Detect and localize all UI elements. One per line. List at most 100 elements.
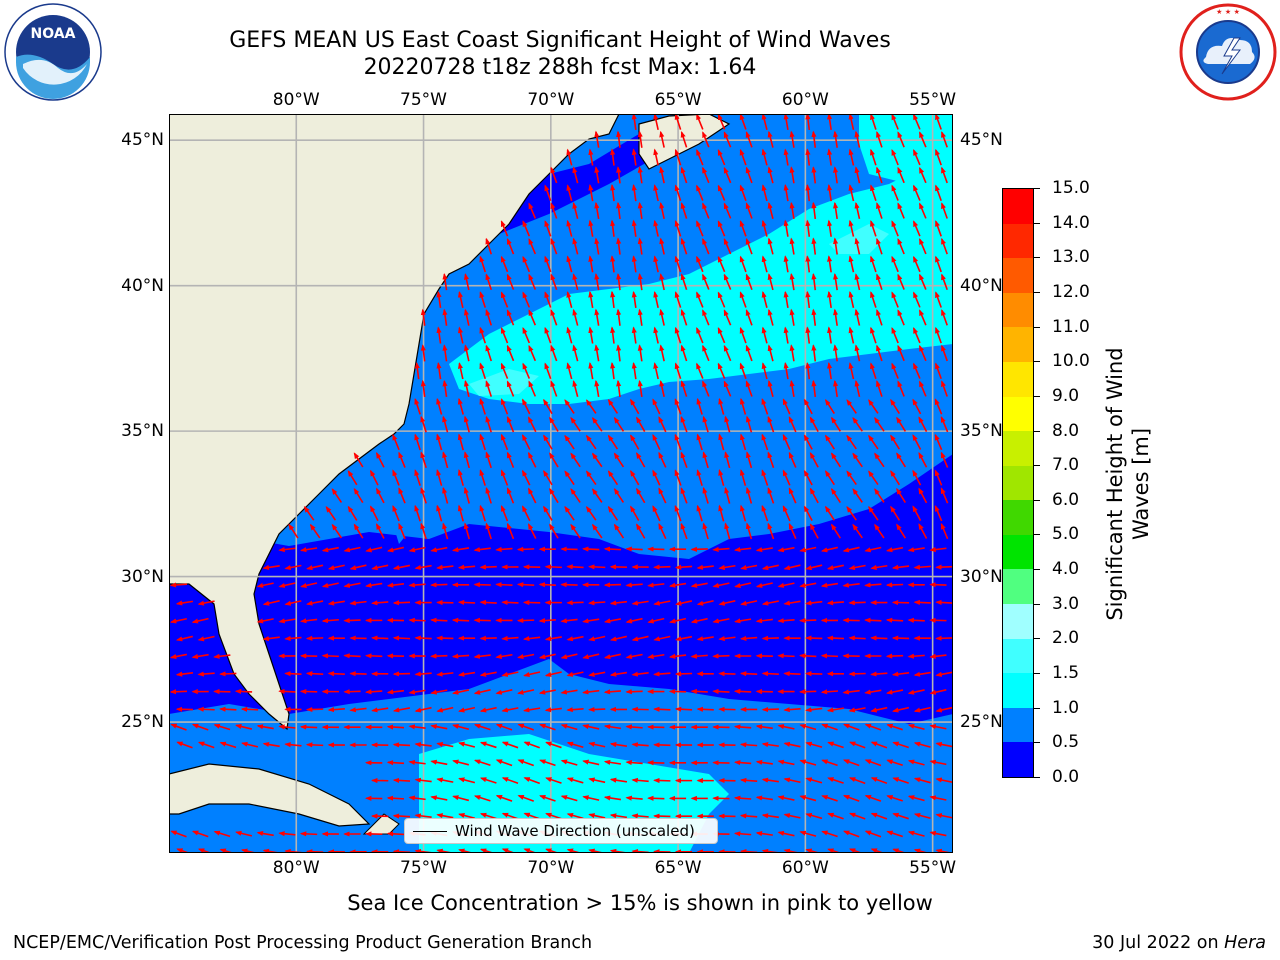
wind-wave-arrow <box>789 166 795 184</box>
wind-wave-arrow <box>591 523 603 539</box>
wind-wave-arrow <box>436 469 443 486</box>
wind-wave-arrow <box>696 149 704 166</box>
wind-wave-arrow <box>430 617 448 623</box>
wind-wave-arrow <box>852 416 863 432</box>
wind-wave-arrow <box>582 653 600 660</box>
wind-wave-arrow <box>848 184 855 202</box>
wind-wave-arrow <box>767 273 774 291</box>
wind-wave-arrow <box>365 689 383 695</box>
wind-wave-arrow <box>668 582 687 588</box>
wind-wave-arrow <box>414 361 420 380</box>
wind-wave-arrow <box>935 114 942 130</box>
colorbar-tick-mark <box>1034 188 1040 189</box>
wind-wave-arrow <box>256 724 274 730</box>
wind-wave-arrow <box>560 689 578 695</box>
wind-wave-arrow <box>528 380 537 397</box>
wind-wave-arrow <box>451 617 470 623</box>
wind-wave-arrow <box>386 795 405 801</box>
wind-wave-arrow <box>560 618 578 624</box>
wind-wave-arrow <box>375 487 385 504</box>
wind-wave-arrow <box>603 653 621 660</box>
wind-wave-arrow <box>935 362 942 380</box>
wind-wave-arrow <box>175 671 194 677</box>
wind-wave-arrow <box>696 600 714 606</box>
colorbar-segment <box>1003 499 1033 535</box>
wind-wave-arrow <box>219 741 237 749</box>
wind-wave-arrow <box>191 617 209 624</box>
wind-wave-arrow <box>907 653 925 659</box>
wind-wave-arrow <box>300 582 318 588</box>
wind-wave-arrow <box>560 653 578 660</box>
wind-wave-arrow <box>582 724 600 730</box>
wind-wave-arrow <box>907 617 925 623</box>
wind-wave-arrow <box>631 114 637 131</box>
wind-wave-arrow <box>452 795 470 802</box>
wind-wave-arrow <box>761 742 779 748</box>
wind-wave-arrow <box>197 635 215 642</box>
legend-line-icon <box>413 831 447 832</box>
wind-wave-arrow <box>392 564 411 571</box>
wind-wave-arrow <box>594 166 600 184</box>
colorbar <box>1002 188 1034 778</box>
lat-tick-label-left: 35°N <box>121 421 164 442</box>
wind-wave-arrow <box>637 166 643 184</box>
wind-wave-arrow <box>436 564 454 570</box>
wind-wave-arrow <box>929 795 947 801</box>
wind-wave-arrow <box>495 546 513 552</box>
wind-wave-arrow <box>191 723 209 731</box>
wind-wave-arrow <box>485 522 492 540</box>
wind-wave-arrow <box>674 564 693 570</box>
wind-wave-arrow <box>528 202 537 219</box>
land-cuba <box>169 763 371 827</box>
wind-wave-arrow <box>935 326 942 344</box>
wind-wave-arrow <box>848 362 855 380</box>
wind-wave-arrow <box>805 183 811 202</box>
wind-wave-arrow <box>616 166 622 184</box>
wind-wave-arrow <box>349 564 367 571</box>
wind-wave-arrow <box>696 433 703 451</box>
wind-wave-arrow <box>527 416 537 433</box>
wind-wave-arrow <box>929 759 947 766</box>
wind-wave-arrow <box>365 653 383 659</box>
wind-wave-arrow <box>789 237 795 255</box>
wind-wave-arrow <box>549 487 559 504</box>
wind-wave-arrow <box>833 273 839 291</box>
wind-wave-arrow <box>848 219 855 237</box>
wind-wave-arrow <box>712 546 730 552</box>
wind-wave-arrow <box>739 469 747 486</box>
wind-wave-arrow <box>636 416 646 432</box>
wind-wave-arrow <box>652 505 661 522</box>
wind-wave-arrow <box>305 742 324 748</box>
wind-wave-arrow <box>827 777 844 784</box>
wind-wave-arrow <box>846 470 857 486</box>
wind-wave-arrow <box>891 291 899 308</box>
wind-wave-arrow <box>789 379 795 398</box>
wind-wave-arrow <box>545 741 562 749</box>
wind-wave-arrow <box>566 741 584 748</box>
wind-wave-arrow <box>458 777 476 784</box>
wind-wave-arrow <box>625 617 643 624</box>
wind-wave-arrow <box>918 344 927 362</box>
wind-wave-arrow <box>712 582 730 588</box>
wind-wave-arrow <box>506 309 515 326</box>
wind-wave-arrow <box>506 237 515 255</box>
colorbar-tick-label: 8.0 <box>1052 420 1080 441</box>
wind-wave-arrow <box>545 848 560 853</box>
wind-wave-arrow <box>603 582 622 588</box>
wind-wave-arrow <box>616 201 622 220</box>
wind-wave-arrow <box>789 130 795 148</box>
wind-wave-arrow <box>848 326 855 344</box>
wind-wave-arrow <box>473 795 491 802</box>
wind-wave-arrow <box>870 362 877 380</box>
wind-wave-arrow <box>473 653 491 659</box>
wind-wave-arrow <box>868 505 879 521</box>
wind-wave-arrow <box>674 219 682 237</box>
wind-wave-arrow <box>170 723 187 731</box>
wind-wave-arrow <box>890 398 901 415</box>
footer-date: 30 Jul 2022 on Hera <box>1092 933 1266 953</box>
wind-wave-arrow <box>935 777 953 783</box>
wind-wave-arrow <box>846 434 857 450</box>
wind-wave-arrow <box>852 452 863 468</box>
wind-wave-arrow <box>566 777 584 784</box>
wind-wave-arrow <box>625 760 643 766</box>
